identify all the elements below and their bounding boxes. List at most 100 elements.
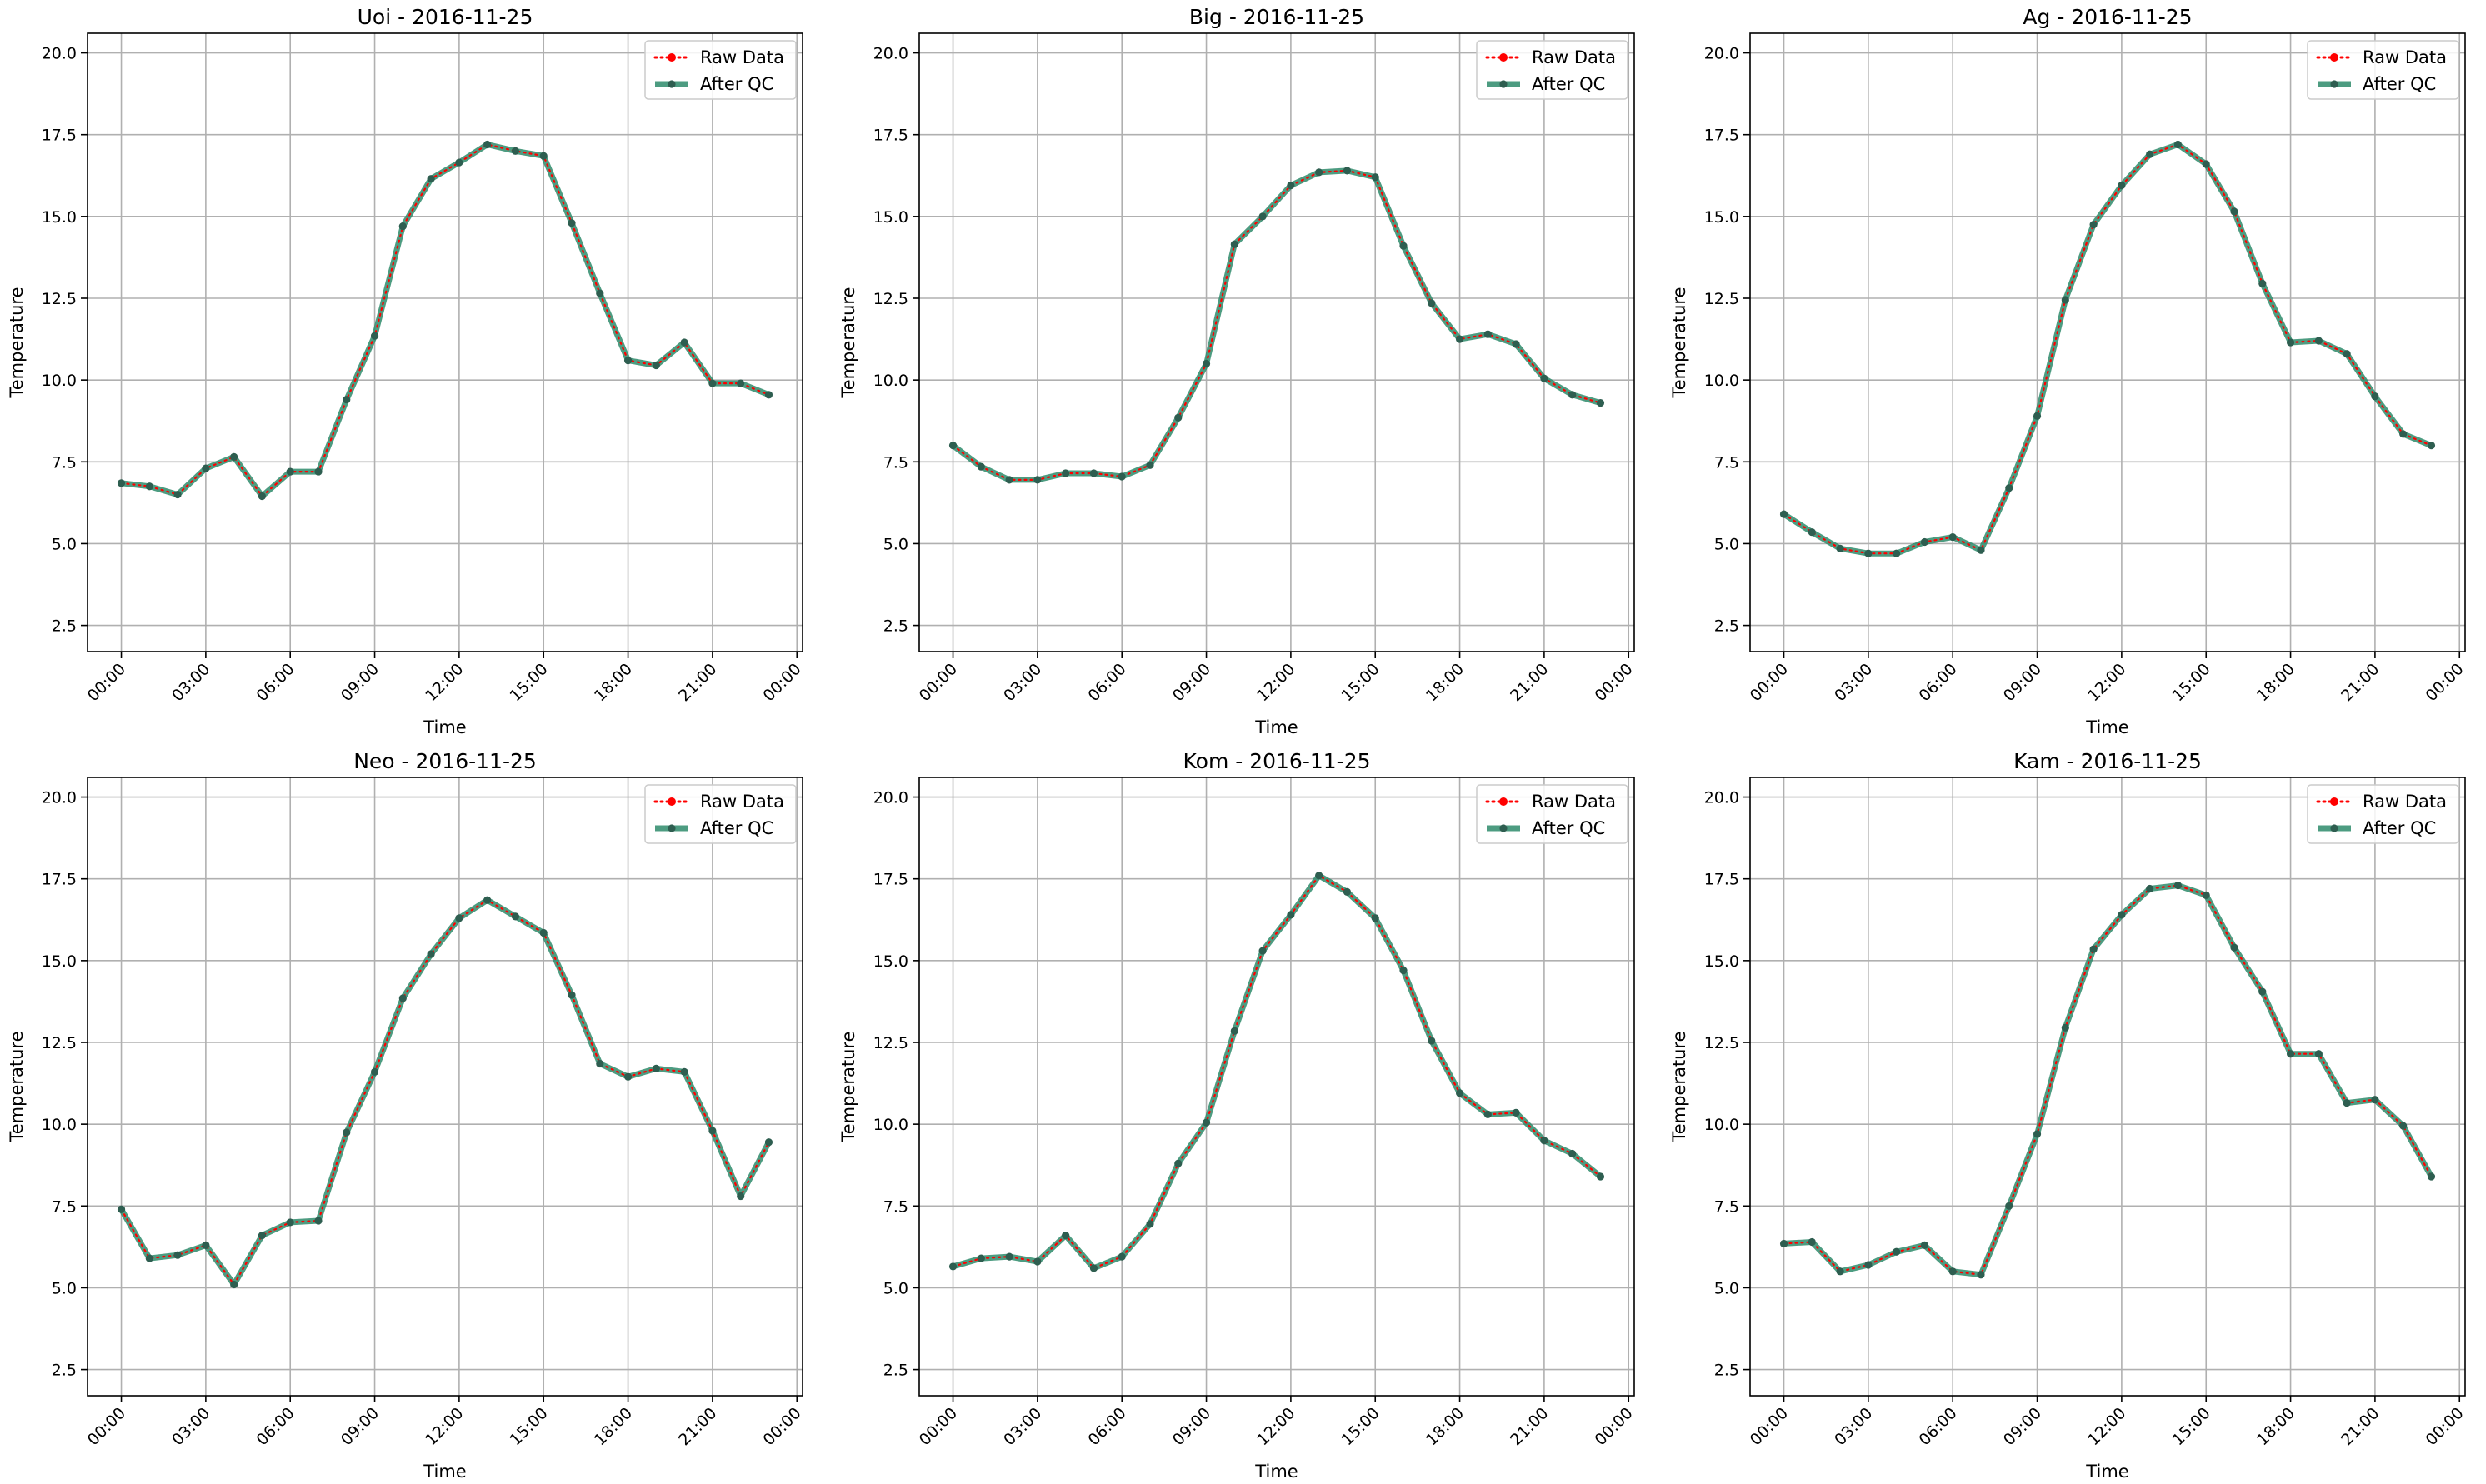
x-tick-label: 03:00 bbox=[1000, 1404, 1045, 1449]
x-tick-label: 15:00 bbox=[2168, 1404, 2213, 1449]
data-point bbox=[680, 338, 688, 347]
panel-1: 00:00 03:00 06:00 09:00 12:00 15:00 18:00 21:00… bbox=[7, 5, 805, 737]
data-point bbox=[2314, 1050, 2323, 1058]
data-point bbox=[764, 1138, 773, 1147]
data-point bbox=[2427, 1172, 2436, 1181]
y-tick-label: 15.0 bbox=[1704, 208, 1739, 227]
data-point bbox=[2202, 160, 2210, 168]
data-point bbox=[977, 462, 985, 471]
chart-title: Big - 2016-11-25 bbox=[1189, 5, 1364, 29]
y-tick-label: 7.5 bbox=[883, 453, 908, 472]
x-tick-label: 21:00 bbox=[1507, 1404, 1552, 1449]
data-point bbox=[1893, 549, 1901, 557]
plot-area bbox=[88, 33, 803, 652]
legend-raw-data-marker bbox=[668, 797, 676, 806]
data-point bbox=[2173, 881, 2183, 890]
x-tick-label: 18:00 bbox=[591, 1404, 636, 1449]
legend-after-qc-label: After QC bbox=[1532, 74, 1605, 94]
data-point bbox=[680, 1067, 688, 1076]
y-tick-label: 17.5 bbox=[873, 127, 908, 145]
y-tick-label: 5.0 bbox=[52, 535, 77, 553]
data-point bbox=[2230, 207, 2238, 216]
x-tick-label: 00:00 bbox=[2422, 660, 2467, 705]
y-tick-label: 10.0 bbox=[1704, 1116, 1739, 1134]
data-point bbox=[1512, 340, 1520, 348]
x-tick-label: 12:00 bbox=[2084, 1404, 2129, 1449]
data-point bbox=[2089, 945, 2098, 953]
x-tick-label: 12:00 bbox=[422, 1404, 467, 1449]
data-point bbox=[1005, 476, 1013, 484]
data-point bbox=[2033, 412, 2042, 420]
data-point bbox=[1343, 167, 1352, 175]
x-axis-label: Time bbox=[423, 1462, 466, 1482]
data-point bbox=[1202, 359, 1211, 368]
data-point bbox=[1948, 532, 1957, 542]
data-point bbox=[314, 1217, 323, 1225]
data-point bbox=[1920, 1241, 1929, 1250]
data-point bbox=[623, 356, 633, 365]
data-point bbox=[1146, 461, 1154, 469]
x-tick-label: 00:00 bbox=[1747, 660, 1792, 705]
data-point bbox=[2061, 1023, 2069, 1032]
data-point bbox=[511, 147, 520, 155]
x-tick-label: 12:00 bbox=[1253, 660, 1298, 705]
x-tick-label: 03:00 bbox=[1831, 660, 1876, 705]
data-point bbox=[1864, 1261, 1873, 1269]
y-axis-label: Temperature bbox=[7, 1031, 27, 1142]
data-point bbox=[2118, 181, 2126, 190]
data-point bbox=[1202, 1118, 1211, 1127]
data-point bbox=[2399, 1122, 2408, 1130]
axes-frame bbox=[918, 777, 1635, 1397]
data-point bbox=[568, 219, 576, 227]
data-point bbox=[1596, 1172, 1605, 1181]
data-point bbox=[455, 158, 463, 167]
y-tick-label: 7.5 bbox=[52, 1197, 77, 1216]
x-axis-label: Time bbox=[2085, 1462, 2128, 1482]
x-tick-label: 06:00 bbox=[253, 1404, 298, 1449]
legend-after-qc-marker bbox=[1499, 80, 1508, 88]
data-point bbox=[230, 1280, 238, 1289]
y-tick-label: 2.5 bbox=[883, 1362, 908, 1380]
plot-area bbox=[1750, 33, 2465, 652]
legend: Raw Data After QC bbox=[2307, 40, 2459, 100]
y-tick-label: 5.0 bbox=[1714, 1279, 1739, 1297]
data-point bbox=[1118, 1252, 1126, 1261]
data-point bbox=[1230, 240, 1238, 248]
axes-frame bbox=[1749, 32, 2466, 652]
legend-after-qc-label: After QC bbox=[1532, 818, 1605, 838]
legend-raw-data-marker bbox=[1499, 797, 1508, 806]
panel-2: 00:00 03:00 06:00 09:00 12:00 15:00 18:00 21:00… bbox=[838, 5, 1637, 737]
y-axis-label: Temperature bbox=[1669, 287, 1689, 398]
x-tick-label: 09:00 bbox=[1169, 1404, 1214, 1449]
data-point bbox=[2061, 296, 2069, 304]
data-point bbox=[2371, 1096, 2379, 1104]
y-tick-label: 20.0 bbox=[42, 45, 77, 63]
y-tick-label: 17.5 bbox=[42, 127, 77, 145]
x-tick-label: 15:00 bbox=[1338, 1404, 1383, 1449]
legend-raw-data-label: Raw Data bbox=[1532, 792, 1616, 812]
data-point bbox=[2258, 987, 2267, 996]
data-point bbox=[596, 1059, 604, 1068]
data-point bbox=[2399, 430, 2408, 438]
x-tick-label: 09:00 bbox=[338, 1404, 383, 1449]
data-point bbox=[1371, 173, 1379, 182]
data-point bbox=[708, 379, 717, 387]
x-tick-label: 15:00 bbox=[1338, 660, 1383, 705]
y-axis-label: Temperature bbox=[838, 287, 858, 398]
legend-after-qc-marker bbox=[2330, 824, 2338, 832]
data-point bbox=[977, 1254, 985, 1262]
data-point bbox=[1005, 1252, 1013, 1261]
data-point bbox=[1118, 472, 1126, 481]
x-tick-label: 06:00 bbox=[1915, 1404, 1960, 1449]
data-point bbox=[370, 332, 379, 340]
data-point bbox=[2314, 337, 2323, 345]
chart-title: Neo - 2016-11-25 bbox=[353, 749, 537, 773]
x-tick-label: 00:00 bbox=[1747, 1404, 1792, 1449]
x-tick-label: 00:00 bbox=[1591, 660, 1636, 705]
legend-after-qc-label: After QC bbox=[700, 818, 773, 838]
data-point bbox=[1483, 1110, 1492, 1118]
x-tick-label: 03:00 bbox=[1000, 660, 1045, 705]
y-tick-label: 2.5 bbox=[1714, 1362, 1739, 1380]
legend: Raw Data After QC bbox=[1476, 40, 1628, 100]
